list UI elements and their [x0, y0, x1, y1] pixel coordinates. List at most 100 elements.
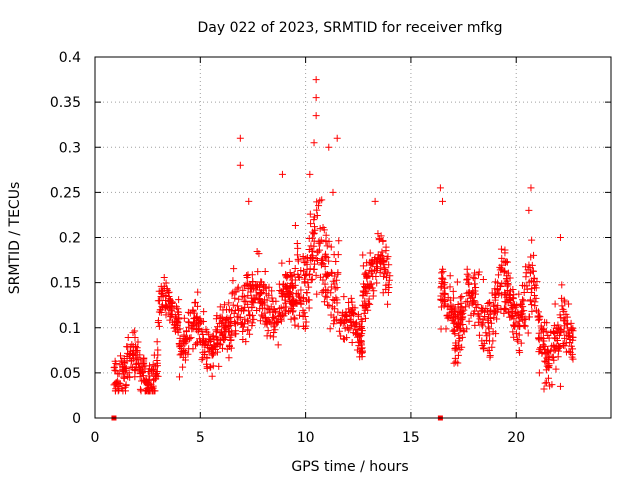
data-point: [312, 112, 320, 120]
data-point: [503, 275, 511, 283]
data-point: [556, 234, 564, 241]
data-point: [525, 206, 533, 214]
data-point: [136, 368, 144, 376]
data-point: [299, 313, 307, 321]
data-point: [291, 321, 299, 329]
data-point: [329, 296, 337, 304]
data-point: [207, 343, 215, 351]
data-point: [231, 288, 239, 296]
data-point: [282, 299, 290, 307]
data-point: [337, 319, 345, 327]
data-point: [437, 303, 445, 311]
data-point: [538, 326, 546, 334]
data-point: [552, 365, 560, 373]
data-point: [530, 291, 538, 299]
data-point: [230, 265, 238, 273]
data-point: [204, 338, 212, 346]
data-point: [325, 257, 333, 265]
data-point: [456, 346, 464, 354]
data-point: [313, 212, 321, 220]
data-point: [460, 306, 468, 314]
data-point: [304, 296, 312, 304]
data-point: [547, 328, 555, 336]
data-point: [561, 317, 569, 325]
data-point: [348, 338, 356, 346]
data-point: [517, 301, 525, 309]
data-point: [542, 327, 550, 335]
data-point: [296, 311, 304, 319]
data-point: [472, 284, 480, 292]
data-point: [552, 324, 560, 332]
data-point: [487, 315, 495, 323]
data-point: [512, 308, 520, 316]
data-point: [153, 359, 161, 367]
data-point: [457, 299, 465, 307]
data-point: [182, 328, 190, 336]
data-point: [363, 259, 371, 267]
data-point: [320, 226, 328, 234]
data-point: [330, 317, 338, 325]
data-point: [253, 306, 261, 314]
data-point: [213, 312, 221, 320]
data-point: [560, 327, 568, 335]
data-point: [125, 351, 133, 359]
data-point: [308, 275, 316, 283]
data-point: [300, 259, 308, 267]
data-point: [303, 288, 311, 296]
data-point: [291, 222, 299, 230]
data-point: [208, 351, 216, 359]
data-point: [281, 307, 289, 315]
data-point: [275, 305, 283, 313]
data-point: [143, 381, 151, 389]
data-point: [455, 331, 463, 339]
axis-ticks: 0 5 10 15 20 0 0.05 0.1 0.15 0.2 0.25 0.3 0.35 0.4: [50, 50, 611, 446]
data-point: [489, 337, 497, 345]
data-point: [235, 295, 243, 303]
data-point: [510, 301, 518, 309]
data-point: [555, 331, 563, 339]
data-point: [477, 304, 485, 312]
data-point: [447, 301, 455, 309]
data-point: [537, 344, 545, 352]
data-point: [375, 234, 383, 242]
data-point: [129, 329, 137, 337]
data-point: [440, 290, 448, 298]
data-point: [482, 329, 490, 337]
data-point: [236, 134, 244, 142]
data-point: [348, 321, 356, 329]
y-tick-label: 0.35: [50, 95, 81, 111]
data-point: [291, 264, 299, 272]
data-point: [501, 289, 509, 297]
data-point: [119, 366, 127, 374]
data-point: [373, 264, 381, 272]
data-point: [310, 230, 318, 238]
data-point: [504, 308, 512, 316]
y-tick-label: 0.05: [50, 366, 81, 382]
data-point: [203, 360, 211, 368]
data-point: [521, 322, 529, 330]
data-point: [331, 272, 339, 280]
data-point: [330, 320, 338, 328]
data-point: [159, 303, 167, 311]
data-point: [150, 351, 158, 359]
data-point: [242, 281, 250, 289]
data-point: [468, 300, 476, 308]
data-point: [133, 344, 141, 352]
data-point: [247, 288, 255, 296]
data-point: [283, 283, 291, 291]
data-point: [323, 293, 331, 301]
data-point: [533, 278, 541, 286]
data-point: [554, 342, 562, 350]
data-point: [340, 293, 348, 301]
data-point: [496, 263, 504, 271]
data-point: [469, 289, 477, 297]
data-point: [463, 325, 471, 333]
data-point: [519, 296, 527, 304]
data-point: [310, 242, 318, 250]
data-point: [343, 313, 351, 321]
plot-frame: [94, 56, 612, 419]
data-point: [510, 315, 518, 323]
data-point: [269, 333, 277, 341]
data-point: [189, 320, 197, 328]
